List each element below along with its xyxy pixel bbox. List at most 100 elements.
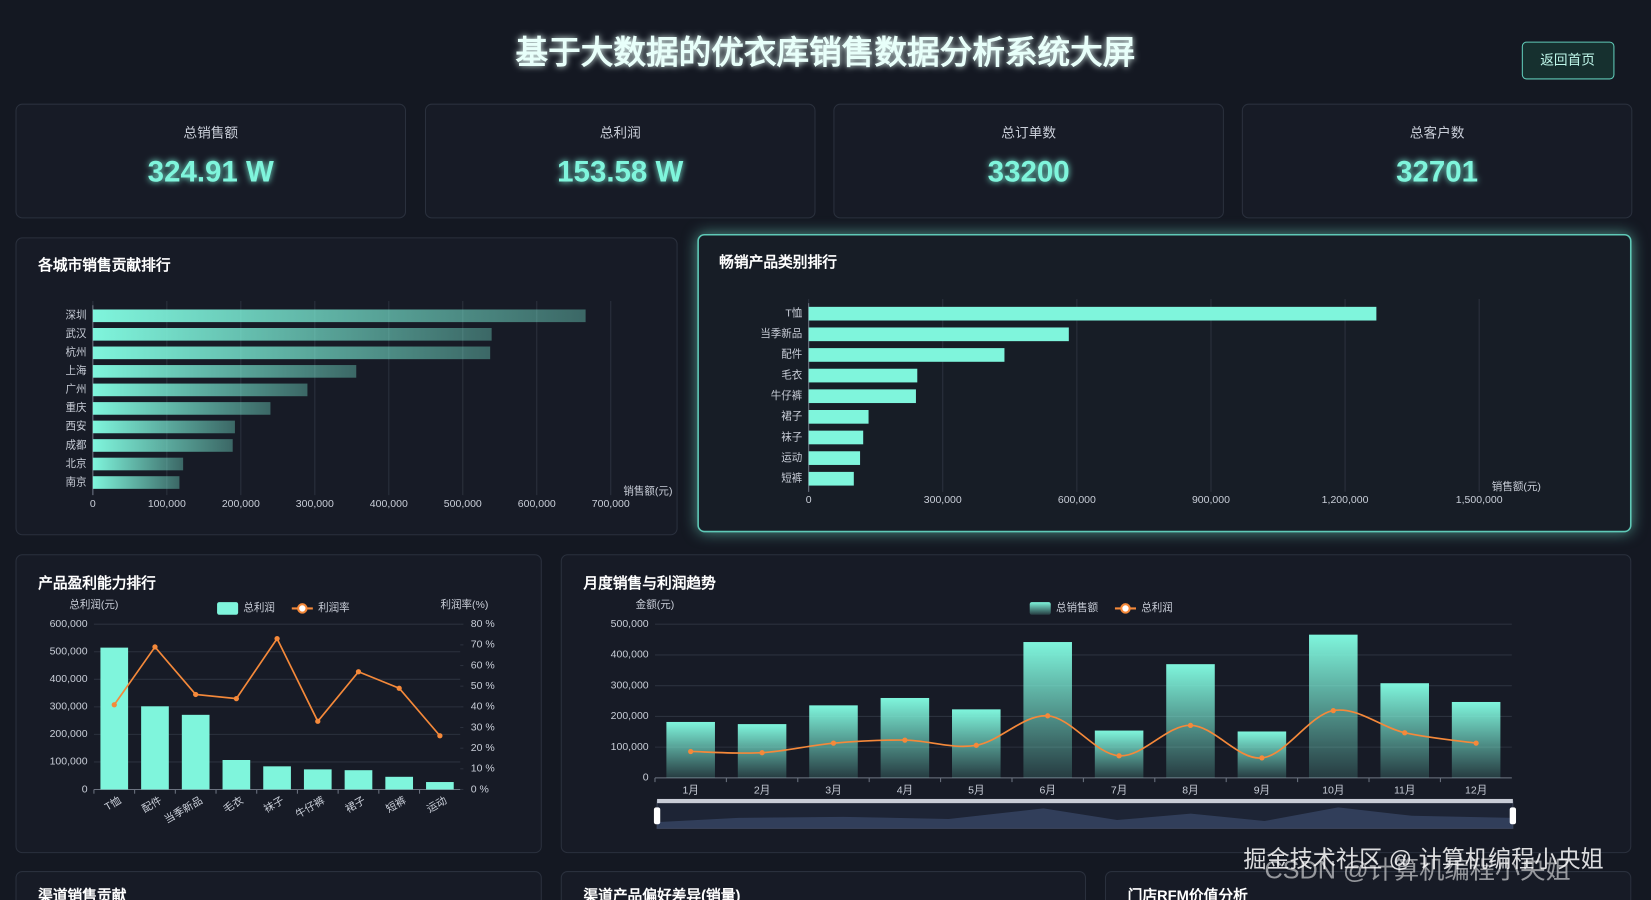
x-tick-label: 3月: [825, 784, 841, 796]
x-tick-label: 7月: [1111, 784, 1127, 796]
kpi-label: 总利润: [600, 125, 641, 140]
bar: [141, 706, 169, 790]
x-tick-label: 8月: [1182, 784, 1198, 796]
y-tick-label: 广州: [66, 384, 87, 396]
point: [1187, 722, 1194, 728]
y2-tick-label: 60 %: [471, 659, 495, 671]
bar: [808, 389, 916, 404]
y-tick-label: 南京: [66, 475, 87, 488]
y-tick-label: 0: [643, 772, 649, 784]
x-tick-label: 300,000: [924, 494, 962, 506]
x-tick-label: 300,000: [296, 498, 334, 510]
zoom-bar[interactable]: [657, 798, 1513, 804]
x-tick-label: 5月: [968, 784, 984, 796]
y-tick-label: T恤: [785, 306, 802, 319]
point: [1473, 740, 1479, 746]
point: [973, 742, 979, 748]
bar: [181, 714, 210, 790]
y2-tick-label: 20 %: [471, 742, 495, 754]
bar: [303, 769, 332, 790]
kpi-value: 153.58 W: [557, 155, 683, 188]
y-tick-label: 短裤: [781, 472, 803, 485]
x-tick-label: 0: [90, 498, 96, 510]
y-tick-label: 武汉: [66, 327, 88, 340]
panel: [1104, 871, 1632, 900]
x-tick-label: 600,000: [1058, 494, 1096, 506]
kpi-card: [1241, 103, 1633, 219]
y-tick-label: 深圳: [66, 310, 87, 322]
point: [830, 740, 837, 746]
kpi-label: 总客户数: [1410, 124, 1465, 140]
point: [315, 718, 321, 724]
kpi-row: 总销售额 324.91 W 总利润 153.58 W 总订单数 33200 总客户数 3270…: [15, 103, 1633, 219]
y2-tick-label: 80 %: [471, 618, 495, 630]
y-tick-label: 上海: [66, 364, 88, 377]
x-tick-label: 0: [806, 494, 812, 506]
bar: [808, 306, 1377, 321]
point: [437, 733, 443, 739]
kpi-value: 32701: [1396, 155, 1478, 188]
y-tick-label: 200,000: [611, 710, 649, 722]
bar: [92, 439, 233, 452]
home-button-label[interactable]: 返回首页: [1540, 53, 1595, 68]
y-tick-label: 配件: [781, 349, 803, 361]
bar: [808, 368, 918, 383]
bar: [92, 402, 271, 415]
y-tick-label: 运动: [781, 452, 802, 464]
panel-title: 畅销产品类别排行: [719, 253, 837, 271]
kpi-value: 324.91 W: [148, 155, 274, 188]
legend-label: 利润率: [318, 601, 350, 614]
zoom-handle[interactable]: [1509, 807, 1517, 825]
y2-tick-label: 50 %: [471, 680, 495, 692]
kpi-label: 总销售额: [183, 125, 238, 140]
y-tick-label: 裙子: [781, 410, 803, 423]
x-tick-label: 4月: [897, 784, 913, 796]
bar: [100, 647, 129, 790]
panel-title: 产品盈利能力排行: [38, 574, 156, 592]
point: [1330, 707, 1336, 714]
y-tick-label: 300,000: [50, 701, 88, 713]
y-tick-label: 成都: [66, 439, 88, 451]
y-tick-label: 600,000: [50, 618, 88, 630]
bar: [808, 348, 1005, 362]
x-tick-label: 100,000: [148, 498, 186, 510]
kpi-card: [833, 103, 1224, 219]
y-tick-label: 西安: [66, 420, 87, 433]
x-tick-label: 400,000: [370, 498, 408, 510]
x-tick-label: 500,000: [444, 498, 482, 510]
bar: [92, 457, 184, 471]
y-tick-label: 300,000: [611, 679, 649, 691]
axis-name: 销售额(元): [1492, 480, 1541, 493]
point: [396, 685, 402, 691]
kpi-value: 33200: [988, 155, 1070, 188]
point: [902, 737, 908, 743]
bar: [1309, 634, 1358, 778]
point: [274, 636, 280, 642]
y-tick-label: 500,000: [611, 618, 649, 630]
x-tick-label: 2月: [754, 784, 770, 796]
axis-name: 利润率(%): [440, 598, 488, 611]
x-tick-label: 1月: [682, 784, 698, 796]
watermark: CSDN @计算机编程小央姐: [1264, 856, 1570, 884]
zoom-handle[interactable]: [653, 807, 661, 825]
legend-label: 总销售额: [1056, 601, 1099, 614]
x-tick-label: 1,500,000: [1456, 494, 1503, 506]
y-tick-label: 400,000: [50, 673, 88, 685]
zoom-preview: [657, 807, 1513, 829]
home-button[interactable]: [1521, 41, 1615, 80]
y2-tick-label: 0 %: [471, 783, 489, 795]
legend-label: 总利润: [1141, 601, 1173, 614]
bar: [1023, 642, 1072, 778]
point: [1116, 753, 1122, 759]
axis-name: 销售额(元): [623, 484, 672, 497]
point: [233, 695, 240, 702]
bar: [92, 420, 235, 434]
y2-tick-label: 40 %: [471, 701, 495, 713]
point: [759, 750, 765, 756]
bar: [426, 782, 454, 790]
y-tick-label: 重庆: [66, 401, 88, 414]
panel-title: 各城市销售贡献排行: [37, 256, 171, 274]
legend-label: 总利润: [243, 601, 275, 614]
x-tick-label: 10月: [1322, 784, 1344, 796]
